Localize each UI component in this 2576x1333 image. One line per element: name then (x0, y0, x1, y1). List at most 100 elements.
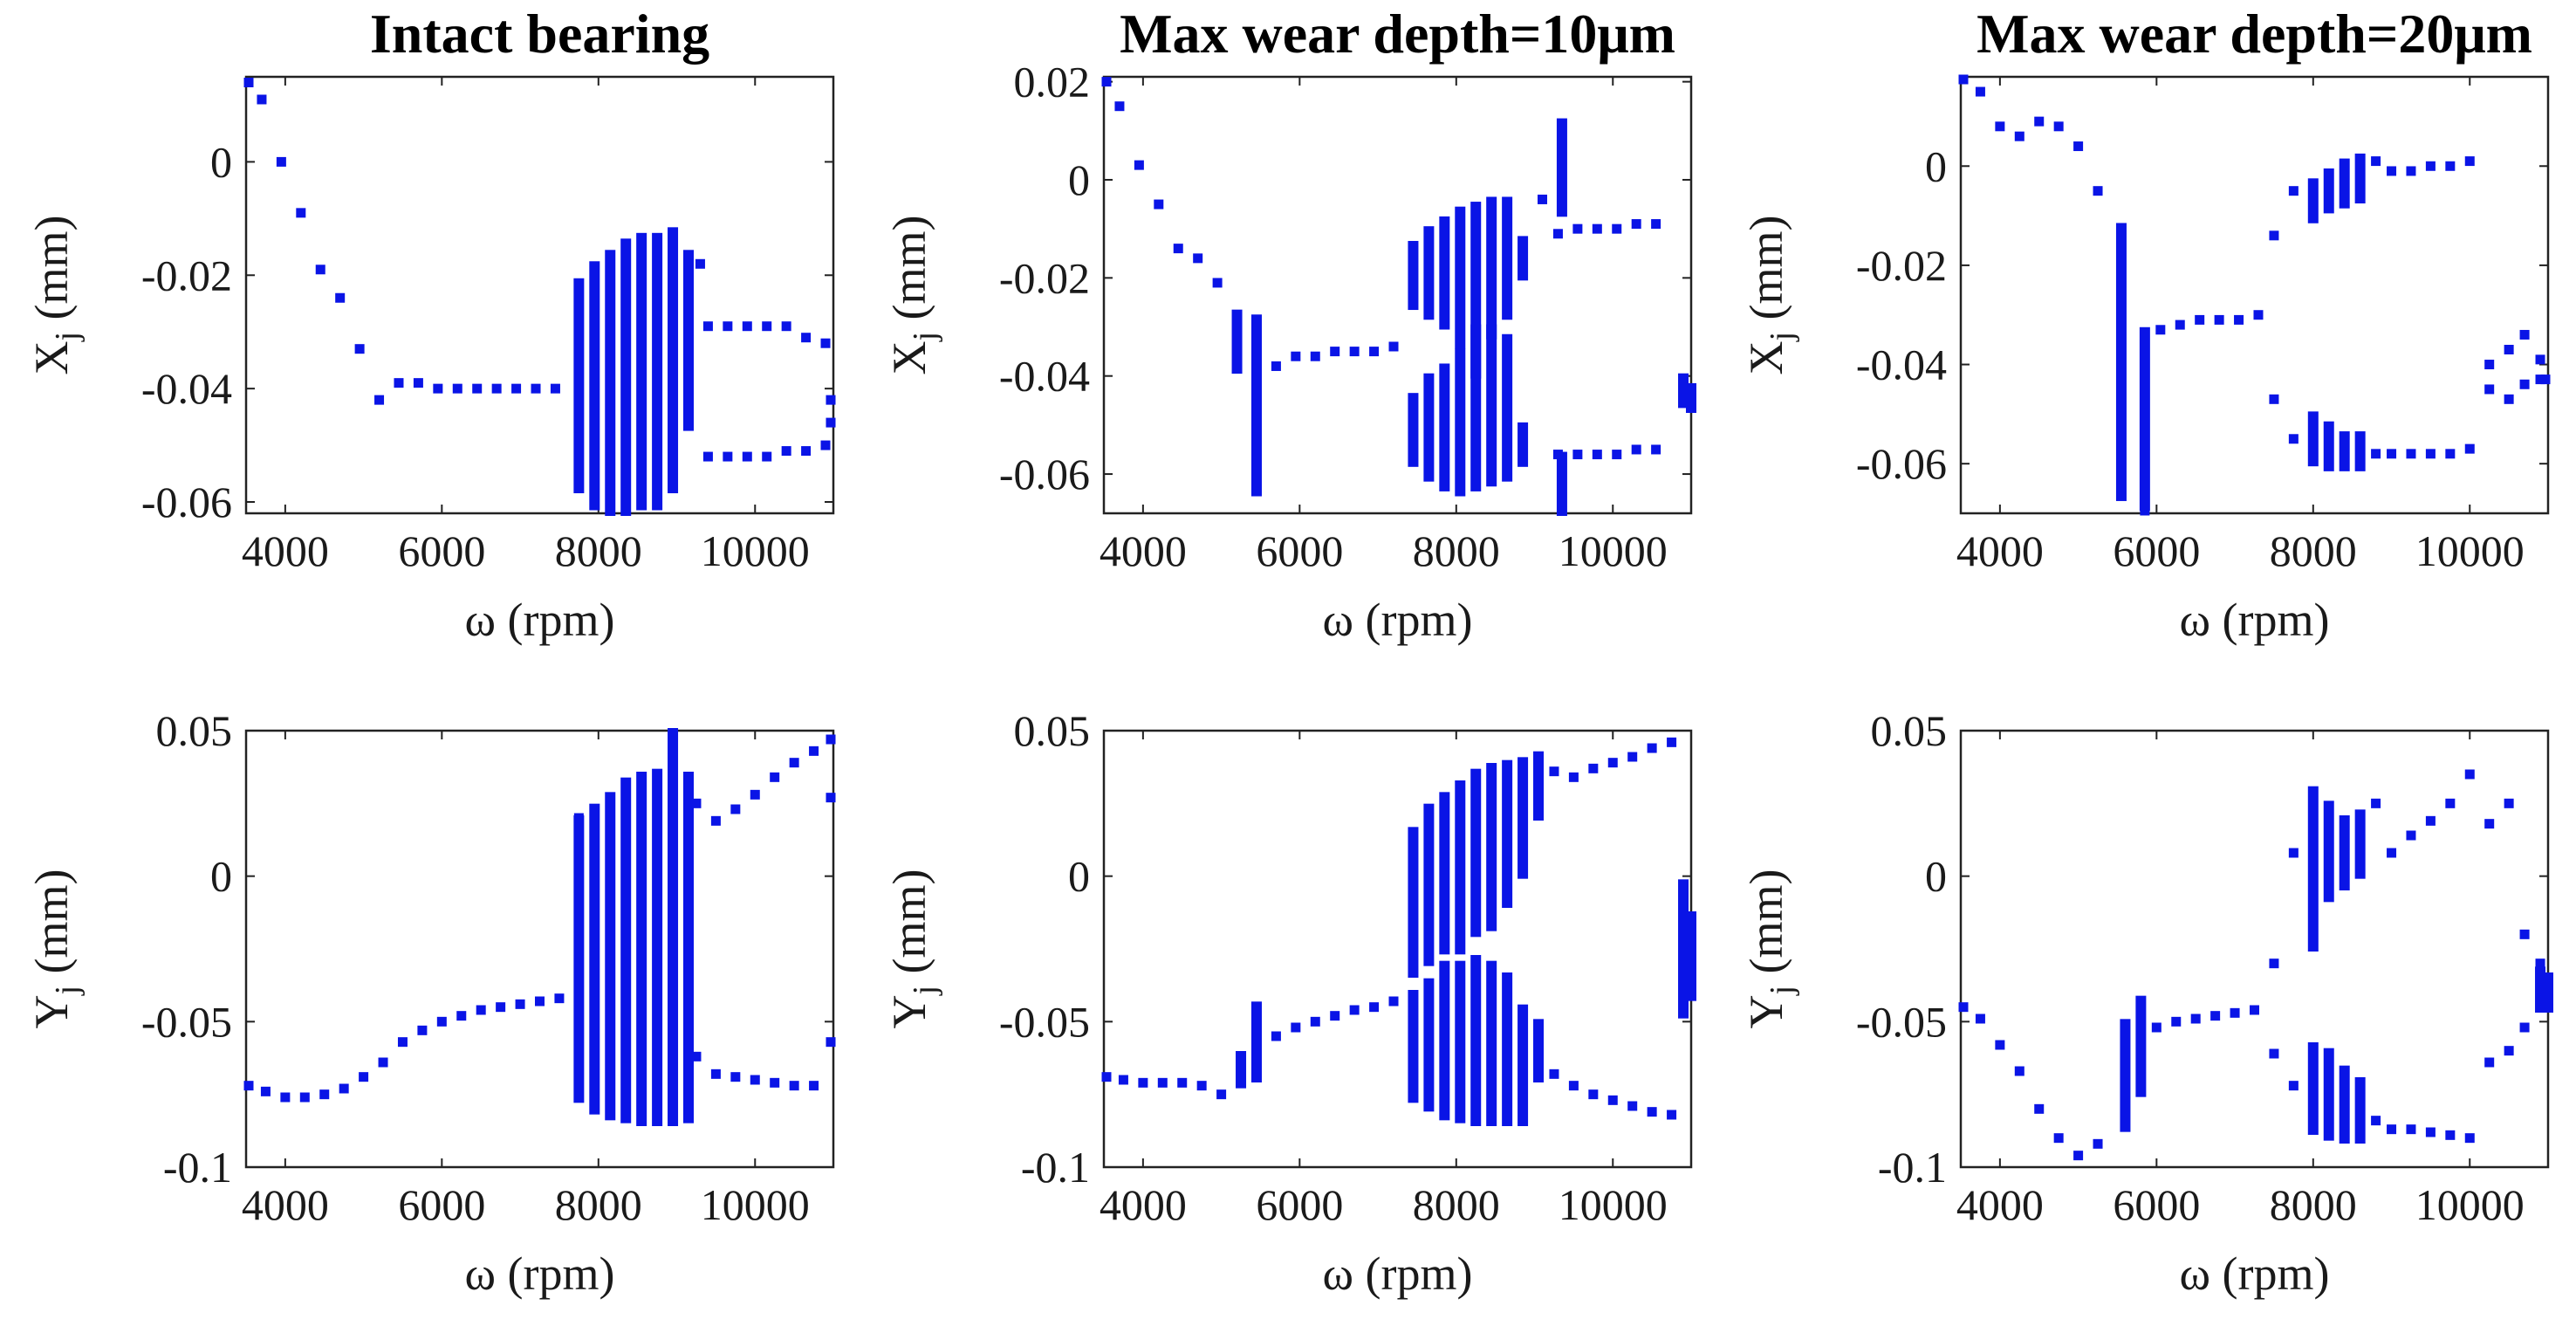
data-point (243, 1081, 254, 1091)
data-point (809, 1081, 819, 1091)
y-axis-label-main: X (25, 341, 78, 375)
axes-frame (244, 729, 835, 1169)
data-band (2139, 326, 2150, 512)
data-point (702, 321, 713, 332)
data-band (1250, 314, 1262, 497)
data-point (1612, 223, 1622, 234)
data-point (1592, 450, 1602, 460)
data-band (1231, 309, 1243, 374)
data-band (2307, 1042, 2319, 1135)
subplot-wear20-x: Max wear depth=20μm 4000 6000 8000 10000 0 -0.… (1740, 3, 2551, 646)
data-point (535, 996, 545, 1007)
data-point (1975, 1013, 1985, 1024)
x-tick-label: 6000 (398, 1180, 485, 1229)
data-point (1134, 160, 1144, 170)
y-tick-label: -0.1 (163, 1143, 232, 1192)
y-tick-label: 0.05 (1871, 706, 1948, 755)
y-tick-label: 0.05 (156, 706, 233, 755)
y-axis-label-unit: (mm) (1740, 215, 1792, 331)
data-point (1552, 450, 1563, 460)
data-band (1423, 803, 1435, 966)
data-point (1958, 1002, 1969, 1013)
data-point (354, 344, 365, 354)
subplot-wear20-y: 4000 6000 8000 10000 0.05 0 -0.05 -0.1 ω (rpm) Yj… (1740, 706, 2553, 1300)
y-axis-label-main: Y (1740, 995, 1792, 1029)
subplot-intact-x: Intact bearing 4000 6000 8000 10000 0 -0.02 -0.… (25, 3, 836, 646)
y-axis-label: Yj (mm) (25, 869, 86, 1028)
data-band (1250, 1001, 1262, 1082)
data-point (2464, 1133, 2475, 1144)
data-point (417, 1025, 428, 1035)
data-point (826, 395, 836, 405)
data-point (2425, 815, 2436, 826)
data-band (1439, 216, 1450, 330)
data-point (2519, 329, 2530, 340)
x-tick-label: 8000 (2270, 526, 2357, 575)
x-tick-label: 4000 (242, 526, 329, 575)
data-point (1667, 737, 1677, 747)
data-band (573, 815, 585, 1103)
data-band (1408, 241, 1419, 311)
data-point (1114, 101, 1125, 112)
data-point (2425, 1127, 2436, 1137)
data-band (2307, 411, 2319, 467)
data-point (573, 813, 584, 823)
data-point (335, 292, 346, 303)
axes-frame (244, 75, 835, 515)
data-point (1588, 763, 1599, 773)
data-point (730, 1072, 741, 1082)
data-point (781, 321, 791, 332)
y-axis-label-main: Y (25, 995, 78, 1029)
data-point (1592, 223, 1602, 234)
data-point (2288, 434, 2299, 444)
data-band (1455, 206, 1466, 349)
data-point (2535, 959, 2545, 969)
y-tick-label: -0.06 (1856, 439, 1947, 488)
data-point (515, 999, 525, 1009)
data-point (1612, 450, 1622, 460)
x-tick-label: 6000 (1256, 1180, 1343, 1229)
data-point (476, 1005, 486, 1015)
data-point (1330, 1011, 1340, 1021)
data-point (742, 451, 752, 462)
x-tick-label: 6000 (398, 526, 485, 575)
data-point (2093, 1138, 2103, 1149)
y-axis-label-subscript: j (49, 332, 86, 343)
data-point (702, 451, 713, 462)
data-band (1455, 960, 1466, 1123)
x-tick-label: 10000 (1559, 1180, 1668, 1229)
data-point (319, 1089, 330, 1100)
y-axis-label-main: X (1740, 341, 1792, 375)
data-point (2155, 325, 2166, 335)
data-point (1216, 1089, 1227, 1100)
data-point (374, 395, 385, 405)
data-point (2371, 798, 2381, 808)
data-band (1518, 1004, 1529, 1126)
y-axis-label-subscript: j (907, 986, 943, 997)
data-point (1607, 1095, 1618, 1105)
data-band (1408, 393, 1419, 467)
data-point (413, 378, 423, 388)
data-point (1627, 1101, 1638, 1111)
data-point (1291, 351, 1301, 361)
data-point (1154, 199, 1164, 210)
data-point (2073, 1151, 2084, 1161)
data-point (826, 793, 836, 803)
data-point (1310, 1016, 1320, 1027)
data-point (1568, 1081, 1579, 1091)
data-point (1157, 1077, 1168, 1088)
data-band (1486, 960, 1497, 1126)
subplot-wear10-y: 4000 6000 8000 10000 0.05 0 -0.05 -0.1 ω (rpm) Yj… (883, 706, 1696, 1300)
x-tick-label: 6000 (2113, 1180, 2200, 1229)
y-tick-label: 0 (1068, 852, 1090, 901)
data-point (1101, 77, 1112, 87)
y-axis-label: Xj (mm) (1740, 215, 1800, 374)
data-point (1568, 772, 1579, 782)
data-point (433, 383, 443, 394)
data-point (339, 1083, 349, 1094)
data-band (589, 803, 600, 1115)
data-point (472, 383, 483, 394)
y-tick-label: 0 (1068, 155, 1090, 204)
data-band (1423, 226, 1435, 320)
data-point (2210, 1011, 2221, 1021)
